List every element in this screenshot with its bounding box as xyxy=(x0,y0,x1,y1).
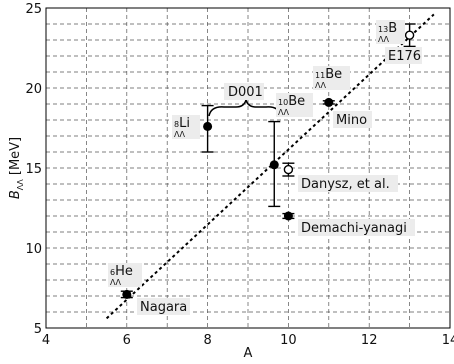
label-bg-d001 xyxy=(224,83,264,100)
nuclide-labels: 6He ΛΛ 8Li ΛΛ 10Be ΛΛ 11Be ΛΛ 13B ΛΛ xyxy=(108,20,405,287)
nuclide-he6: 6He ΛΛ xyxy=(110,264,133,287)
nuclide-bg-be11 xyxy=(313,66,350,90)
data-point-open xyxy=(404,30,415,40)
y-axis-symbol: B xyxy=(8,190,23,199)
nuclide-bg-b13 xyxy=(376,20,405,44)
y-axis-label: BΛΛ [MeV] xyxy=(8,137,25,199)
nuclide-be11-element: Be xyxy=(325,67,342,82)
nuclide-li8-mass: 8 xyxy=(174,120,179,129)
x-axis-label: A xyxy=(244,346,253,361)
annotation-labels: D001 Nagara Mino Danysz, et al. Demachi-… xyxy=(137,47,422,315)
data-point xyxy=(122,289,132,299)
nuclide-he6-element: He xyxy=(115,264,133,279)
data-point-open xyxy=(283,164,294,175)
y-tick-label: 5 xyxy=(34,322,42,337)
data-point xyxy=(269,160,279,170)
nuclide-he6-mass: 6 xyxy=(110,268,115,277)
nuclide-bg-he6 xyxy=(108,263,142,287)
nuclide-be11: 11Be ΛΛ xyxy=(315,67,342,90)
data-point xyxy=(283,211,293,221)
nuclide-b13-element: B xyxy=(388,21,397,36)
label-danysz: Danysz, et al. xyxy=(301,177,390,192)
y-tick-label: 25 xyxy=(25,2,42,17)
y-tick-label: 20 xyxy=(25,82,42,97)
label-bg-mino xyxy=(333,111,372,128)
nuclide-bg-li8 xyxy=(172,115,200,139)
label-bg-nagara xyxy=(137,298,190,315)
x-tick-label: 14 xyxy=(442,333,454,348)
nuclide-be10-sub: ΛΛ xyxy=(278,108,289,117)
data-point xyxy=(203,121,213,131)
label-bg-demachi xyxy=(298,219,415,236)
nuclide-li8: 8Li ΛΛ xyxy=(174,116,190,139)
nuclide-he6-sub: ΛΛ xyxy=(110,278,121,287)
nuclide-b13-sub: ΛΛ xyxy=(378,35,389,44)
plot-frame xyxy=(45,7,451,329)
x-tick-label: 10 xyxy=(280,333,297,348)
x-tick-label: 8 xyxy=(203,333,211,348)
y-axis-subscript: ΛΛ xyxy=(16,179,25,190)
x-tick-labels: 4 6 8 10 12 14 xyxy=(42,333,454,348)
label-demachi: Demachi-yanagi xyxy=(301,221,407,236)
label-bg-danysz xyxy=(298,175,398,192)
nuclide-b13-mass: 13 xyxy=(378,25,388,34)
nuclide-li8-sub: ΛΛ xyxy=(174,130,185,139)
nuclide-be10-element: Be xyxy=(288,94,305,109)
label-d001: D001 xyxy=(228,85,263,100)
x-tick-label: 12 xyxy=(361,333,378,348)
label-mino: Mino xyxy=(336,113,367,128)
data-points xyxy=(120,23,416,299)
nuclide-be10-mass: 10 xyxy=(278,98,288,107)
y-tick-label: 10 xyxy=(25,242,42,257)
data-point xyxy=(324,97,334,107)
nuclide-be11-sub: ΛΛ xyxy=(315,81,326,90)
nuclide-b13: 13B ΛΛ xyxy=(378,21,397,44)
label-bg-e176 xyxy=(385,47,422,64)
nuclide-li8-element: Li xyxy=(179,116,190,131)
y-axis-unit: [MeV] xyxy=(8,137,23,179)
nuclide-bg-be10 xyxy=(276,93,313,117)
label-e176: E176 xyxy=(388,49,421,64)
nuclide-be10: 10Be ΛΛ xyxy=(278,94,305,117)
x-tick-label: 6 xyxy=(123,333,131,348)
y-tick-labels: 5 10 15 20 25 xyxy=(25,2,42,337)
y-tick-label: 15 xyxy=(25,162,42,177)
nuclide-be11-mass: 11 xyxy=(315,71,325,80)
label-nagara: Nagara xyxy=(140,300,187,315)
x-tick-label: 4 xyxy=(42,333,50,348)
